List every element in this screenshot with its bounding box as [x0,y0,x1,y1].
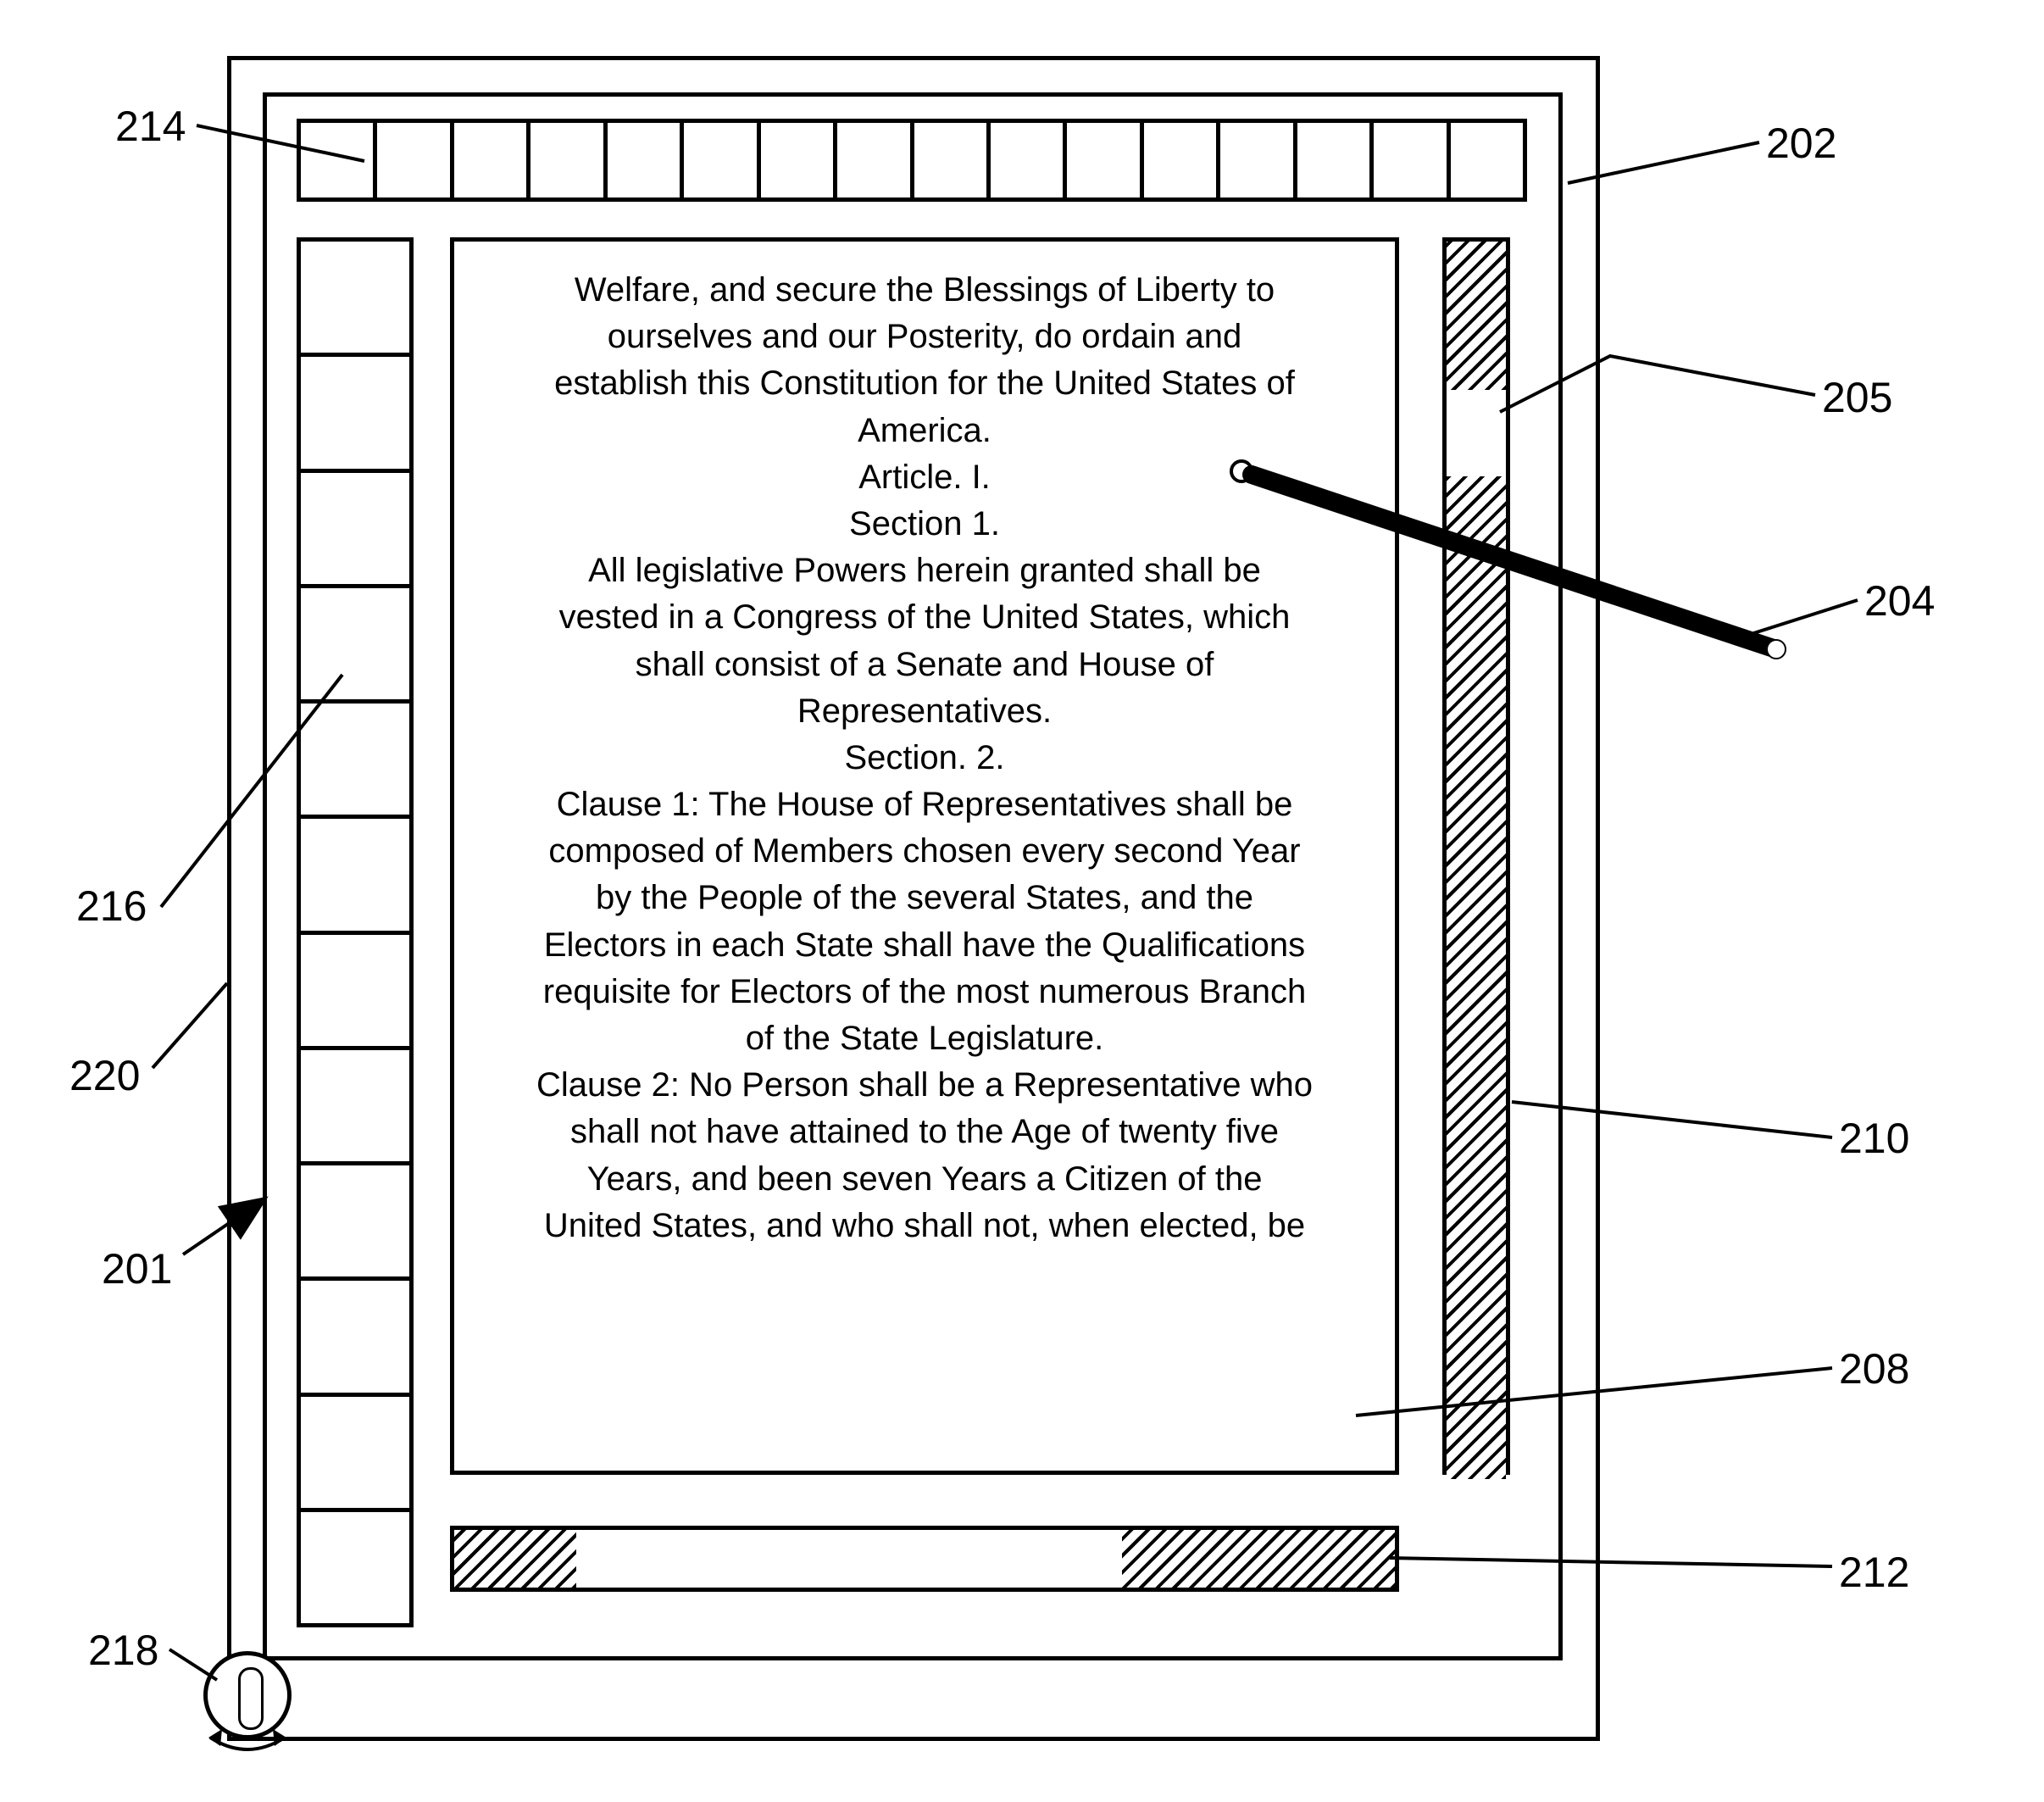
callout-label-201: 201 [102,1244,172,1293]
callout-label-218: 218 [88,1626,158,1675]
stylus-icon [1231,461,1786,659]
callout-label-205: 205 [1822,373,1892,422]
callout-label-204: 204 [1864,576,1935,626]
callout-label-220: 220 [69,1051,140,1100]
annotation-overlay [0,0,2044,1802]
callout-label-216: 216 [76,882,147,931]
callout-label-208: 208 [1839,1344,1909,1393]
callout-label-202: 202 [1766,119,1836,168]
callout-label-214: 214 [115,102,186,151]
thumbwheel-arrows-icon [208,1729,286,1749]
figure-canvas: Welfare, and secure the Blessings of Lib… [0,0,2044,1802]
callout-label-212: 212 [1839,1548,1909,1597]
callout-label-210: 210 [1839,1114,1909,1163]
